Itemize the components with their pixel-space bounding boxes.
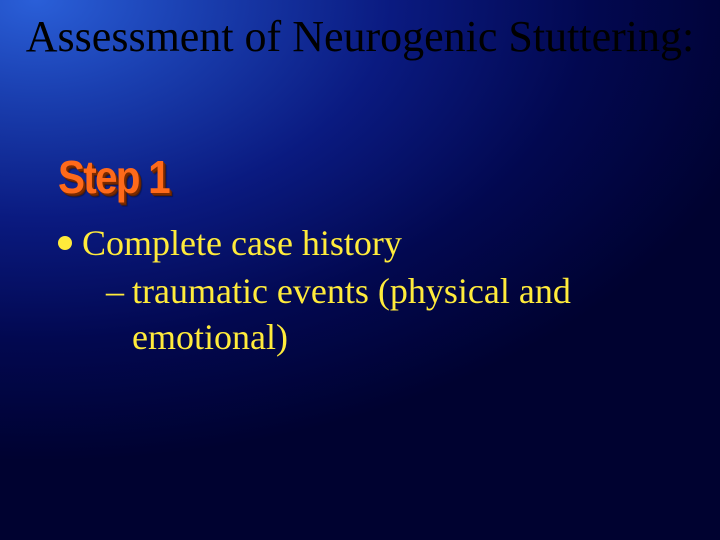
sub-bullet-text: traumatic events (physical and emotional…: [132, 268, 680, 360]
slide: Assessment of Neurogenic Stuttering: Ste…: [0, 0, 720, 540]
step-label: Step 1: [58, 150, 169, 204]
sub-bullet-item: – traumatic events (physical and emotion…: [58, 268, 680, 360]
slide-body: Complete case history – traumatic events…: [58, 220, 680, 360]
bullet-item: Complete case history: [58, 220, 680, 266]
bullet-text: Complete case history: [82, 220, 402, 266]
bullet-dot-icon: [58, 236, 72, 250]
dash-icon: –: [106, 268, 124, 314]
slide-title: Assessment of Neurogenic Stuttering:: [0, 12, 720, 61]
